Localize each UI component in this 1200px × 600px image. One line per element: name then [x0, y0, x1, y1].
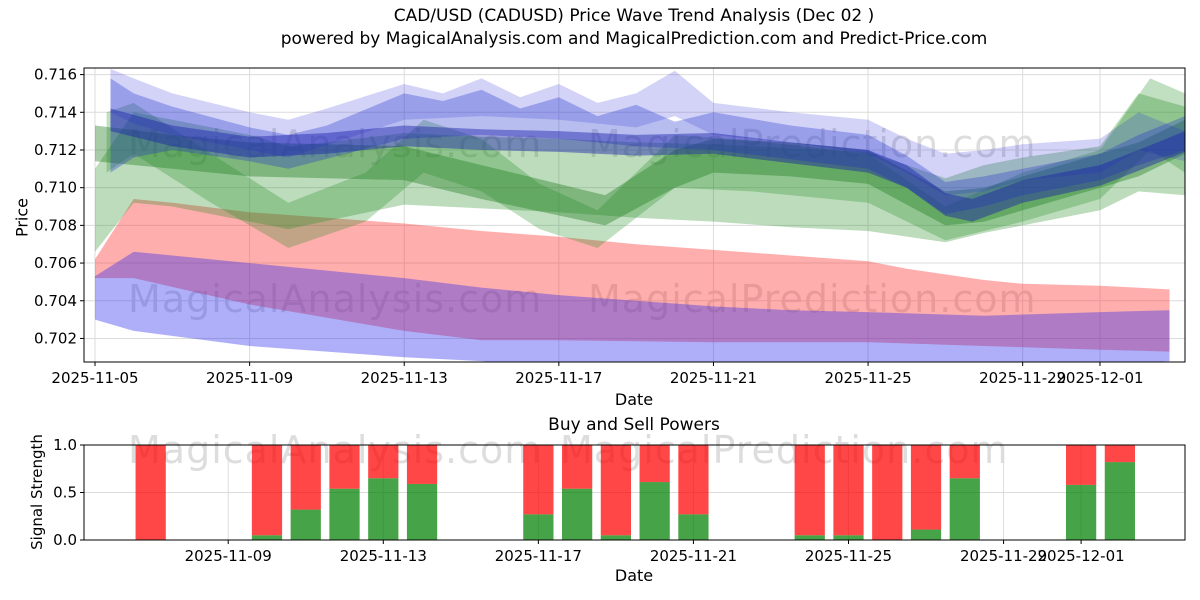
buy-bar-segment [562, 488, 593, 540]
x-tick-label: 2025-11-13 [361, 369, 448, 387]
buy-bar-segment [600, 535, 632, 540]
buy-bar-segment [290, 509, 321, 540]
buy-bar-segment [639, 482, 670, 540]
periwinkle-lower-band [95, 251, 1170, 362]
sell-bar-segment [1065, 445, 1097, 485]
blue-light-band [110, 68, 1185, 196]
sell-bar-segment [562, 445, 593, 489]
blue-dark-band [110, 108, 1185, 222]
green-dark-band [95, 119, 1185, 226]
red-lower-band [95, 199, 1170, 352]
price-ylabel: Price [12, 197, 32, 238]
y-tick-label: 0.706 [34, 254, 77, 272]
x-tick-label: 2025-11-17 [515, 369, 602, 387]
y-tick-label: 0.708 [34, 216, 77, 234]
blue-mid-band [110, 78, 1185, 215]
figure-title-line2: powered by MagicalAnalysis.com and Magic… [280, 29, 988, 49]
x-tick-label: 2025-11-17 [495, 547, 582, 565]
sell-bar-segment [406, 445, 438, 484]
figure-title-line1: CAD/USD (CADUSD) Price Wave Trend Analys… [393, 6, 875, 26]
buy-bar-segment [523, 514, 554, 540]
buy-bar-segment [794, 535, 825, 540]
buy-bar-segment [329, 488, 360, 540]
y-tick-label: 0.710 [34, 179, 77, 197]
sell-bar-segment [368, 445, 399, 479]
buy-bar-segment [1065, 484, 1097, 540]
sell-bar-segment [794, 445, 825, 536]
price-chart: 0.702 0.704 0.706 0.708 0.710 0.712 0.714 0.716… [34, 66, 1186, 387]
x-tick-label: 2025-11-29 [960, 547, 1047, 565]
watermark-analysis-row1: MagicalAnalysis.com [128, 122, 543, 166]
x-tick-label: 2025-11-21 [670, 369, 757, 387]
buy-bar-segment [406, 483, 438, 540]
x-tick-label: 2025-11-21 [650, 547, 737, 565]
x-tick-label: 2025-11-29 [979, 369, 1066, 387]
power-xlabel: Date [614, 566, 654, 585]
sell-bar-segment [872, 445, 903, 540]
green-zigzag-band [106, 78, 1185, 248]
sell-bar-segment [600, 445, 632, 536]
x-tick-label: 2025-11-13 [340, 547, 427, 565]
price-xlabel: Date [614, 390, 654, 409]
x-tick-label: 2025-12-01 [1038, 547, 1125, 565]
buy-bar-segment [949, 478, 980, 540]
sell-bar-segment [949, 445, 980, 479]
buy-bar-segment [833, 535, 864, 540]
buy-bar-segment [678, 514, 709, 540]
watermark-prediction-row2: MagicalPrediction.com [588, 277, 1037, 321]
sell-bar-segment [910, 445, 942, 530]
y-tick-label: 0.0 [53, 531, 77, 549]
watermark-analysis-row2: MagicalAnalysis.com [128, 277, 543, 321]
power-ylabel: Signal Strength [28, 434, 46, 550]
buy-bar-segment [251, 535, 283, 540]
sell-bar-segment [678, 445, 709, 515]
x-tick-label: 2025-11-09 [206, 369, 293, 387]
sell-bar-segment [290, 445, 321, 510]
sell-bar-segment [135, 445, 166, 540]
green-main-band [95, 93, 1185, 252]
sell-bar-segment [639, 445, 670, 483]
axes-frame [83, 67, 1186, 363]
sell-bar-segment [329, 445, 360, 489]
y-tick-label: 0.704 [34, 292, 77, 310]
power-chart: 0.0 0.5 1.0 2025-11-09 2025-11-13 2025-11-17 2… [53, 436, 1186, 565]
y-tick-label: 0.5 [53, 484, 77, 502]
sell-bar-segment [833, 445, 864, 536]
sell-bar-segment [251, 445, 283, 536]
x-tick-label: 2025-11-25 [824, 369, 911, 387]
y-tick-label: 1.0 [53, 436, 77, 454]
buy-bar-segment [1104, 462, 1135, 540]
buy-bar-segment [910, 529, 942, 540]
band-layer [95, 68, 1185, 362]
x-tick-label: 2025-11-25 [805, 547, 892, 565]
y-tick-label: 0.702 [34, 329, 77, 347]
buy-bar-segment [368, 478, 399, 540]
y-tick-label: 0.716 [34, 66, 77, 84]
x-tick-label: 2025-12-01 [1056, 369, 1143, 387]
watermark-prediction-row1: MagicalPrediction.com [588, 122, 1037, 166]
sell-bar-segment [523, 445, 554, 515]
power-chart-title: Buy and Sell Powers [548, 415, 720, 435]
y-tick-label: 0.712 [34, 141, 77, 159]
sell-bar-segment [1104, 445, 1135, 463]
y-tick-label: 0.714 [34, 103, 77, 121]
x-tick-label: 2025-11-09 [185, 547, 272, 565]
x-tick-label: 2025-11-05 [51, 369, 138, 387]
